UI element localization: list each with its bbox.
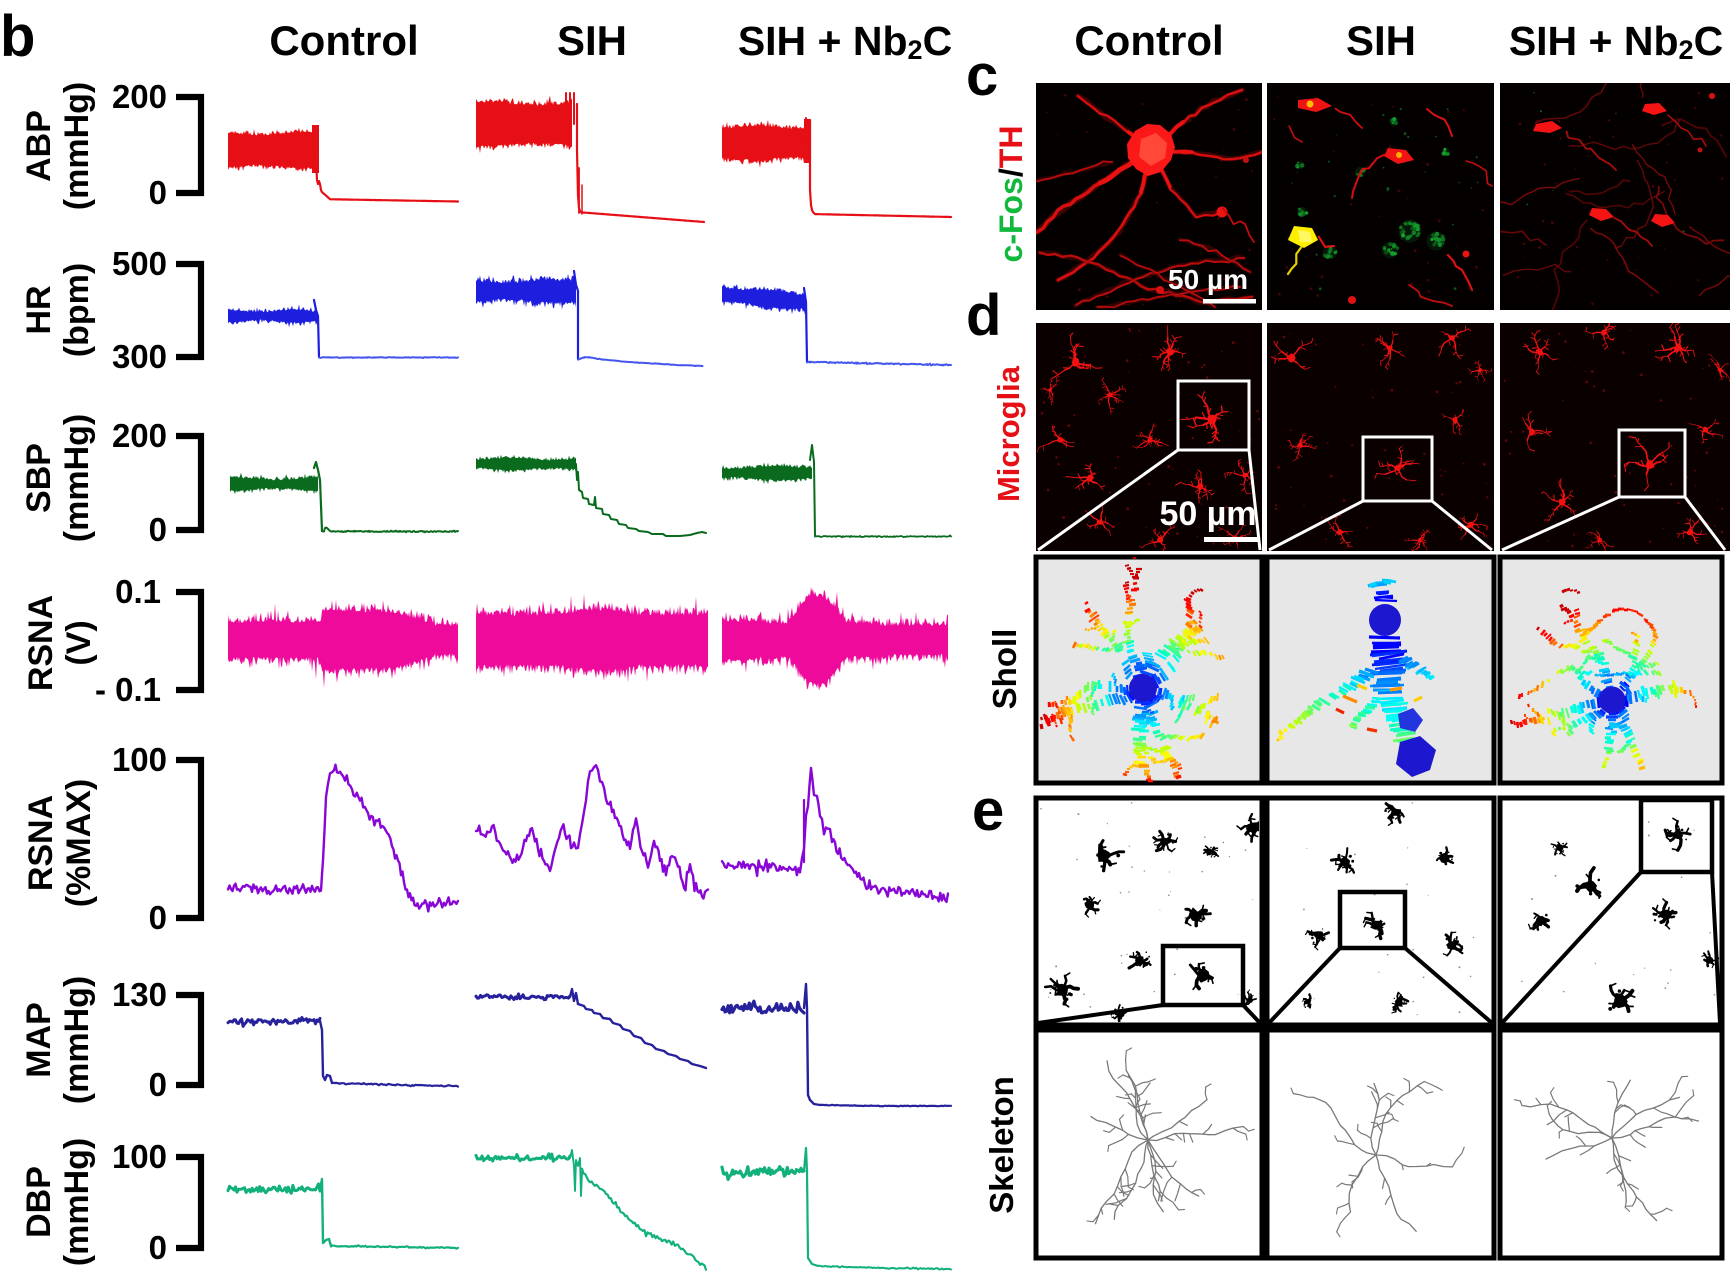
svg-text:0: 0 xyxy=(149,1066,167,1103)
svg-text:Control: Control xyxy=(1074,17,1223,64)
svg-text:Sholl: Sholl xyxy=(986,629,1023,710)
svg-text:HR: HR xyxy=(20,285,58,334)
svg-text:100: 100 xyxy=(112,741,167,778)
svg-text:- 0.1: - 0.1 xyxy=(95,671,161,708)
svg-text:0.1: 0.1 xyxy=(115,573,161,610)
svg-text:SIH: SIH xyxy=(1346,17,1416,64)
svg-text:c-Fos/TH: c-Fos/TH xyxy=(993,126,1029,263)
svg-text:DBP: DBP xyxy=(20,1166,58,1238)
svg-text:0: 0 xyxy=(149,899,167,936)
svg-text:SIH: SIH xyxy=(557,17,627,64)
svg-text:b: b xyxy=(0,4,35,69)
svg-text:(%MAX): (%MAX) xyxy=(60,779,98,907)
svg-text:50 µm: 50 µm xyxy=(1168,264,1248,295)
svg-text:d: d xyxy=(966,283,1001,348)
svg-text:Skeleton: Skeleton xyxy=(983,1076,1020,1214)
svg-text:0: 0 xyxy=(149,174,167,211)
svg-text:(mmHg): (mmHg) xyxy=(58,82,96,210)
svg-text:500: 500 xyxy=(112,245,167,282)
svg-text:(mmHg): (mmHg) xyxy=(58,1138,96,1266)
svg-text:SIH + Nb2C: SIH + Nb2C xyxy=(738,18,952,65)
svg-text:(mmHg): (mmHg) xyxy=(58,976,96,1104)
svg-text:200: 200 xyxy=(112,78,167,115)
svg-text:Microglia: Microglia xyxy=(991,365,1026,502)
svg-text:SBP: SBP xyxy=(20,443,58,513)
svg-text:ABP: ABP xyxy=(20,110,58,182)
svg-text:50 µm: 50 µm xyxy=(1159,495,1256,533)
svg-text:(mmHg): (mmHg) xyxy=(58,414,96,542)
svg-text:0: 0 xyxy=(149,1229,167,1266)
svg-text:200: 200 xyxy=(112,417,167,454)
svg-text:Control: Control xyxy=(269,17,418,64)
svg-text:(bpm): (bpm) xyxy=(58,263,96,357)
svg-text:RSNA: RSNA xyxy=(22,595,60,691)
svg-text:300: 300 xyxy=(112,338,167,375)
svg-text:130: 130 xyxy=(112,976,167,1013)
svg-text:MAP: MAP xyxy=(20,1002,58,1078)
svg-text:e: e xyxy=(972,778,1004,843)
svg-text:0: 0 xyxy=(149,511,167,548)
svg-text:RSNA: RSNA xyxy=(22,795,60,891)
svg-text:100: 100 xyxy=(112,1138,167,1175)
svg-text:c: c xyxy=(966,43,998,108)
svg-text:SIH + Nb2C: SIH + Nb2C xyxy=(1509,18,1723,65)
svg-text:(V): (V) xyxy=(60,620,98,665)
